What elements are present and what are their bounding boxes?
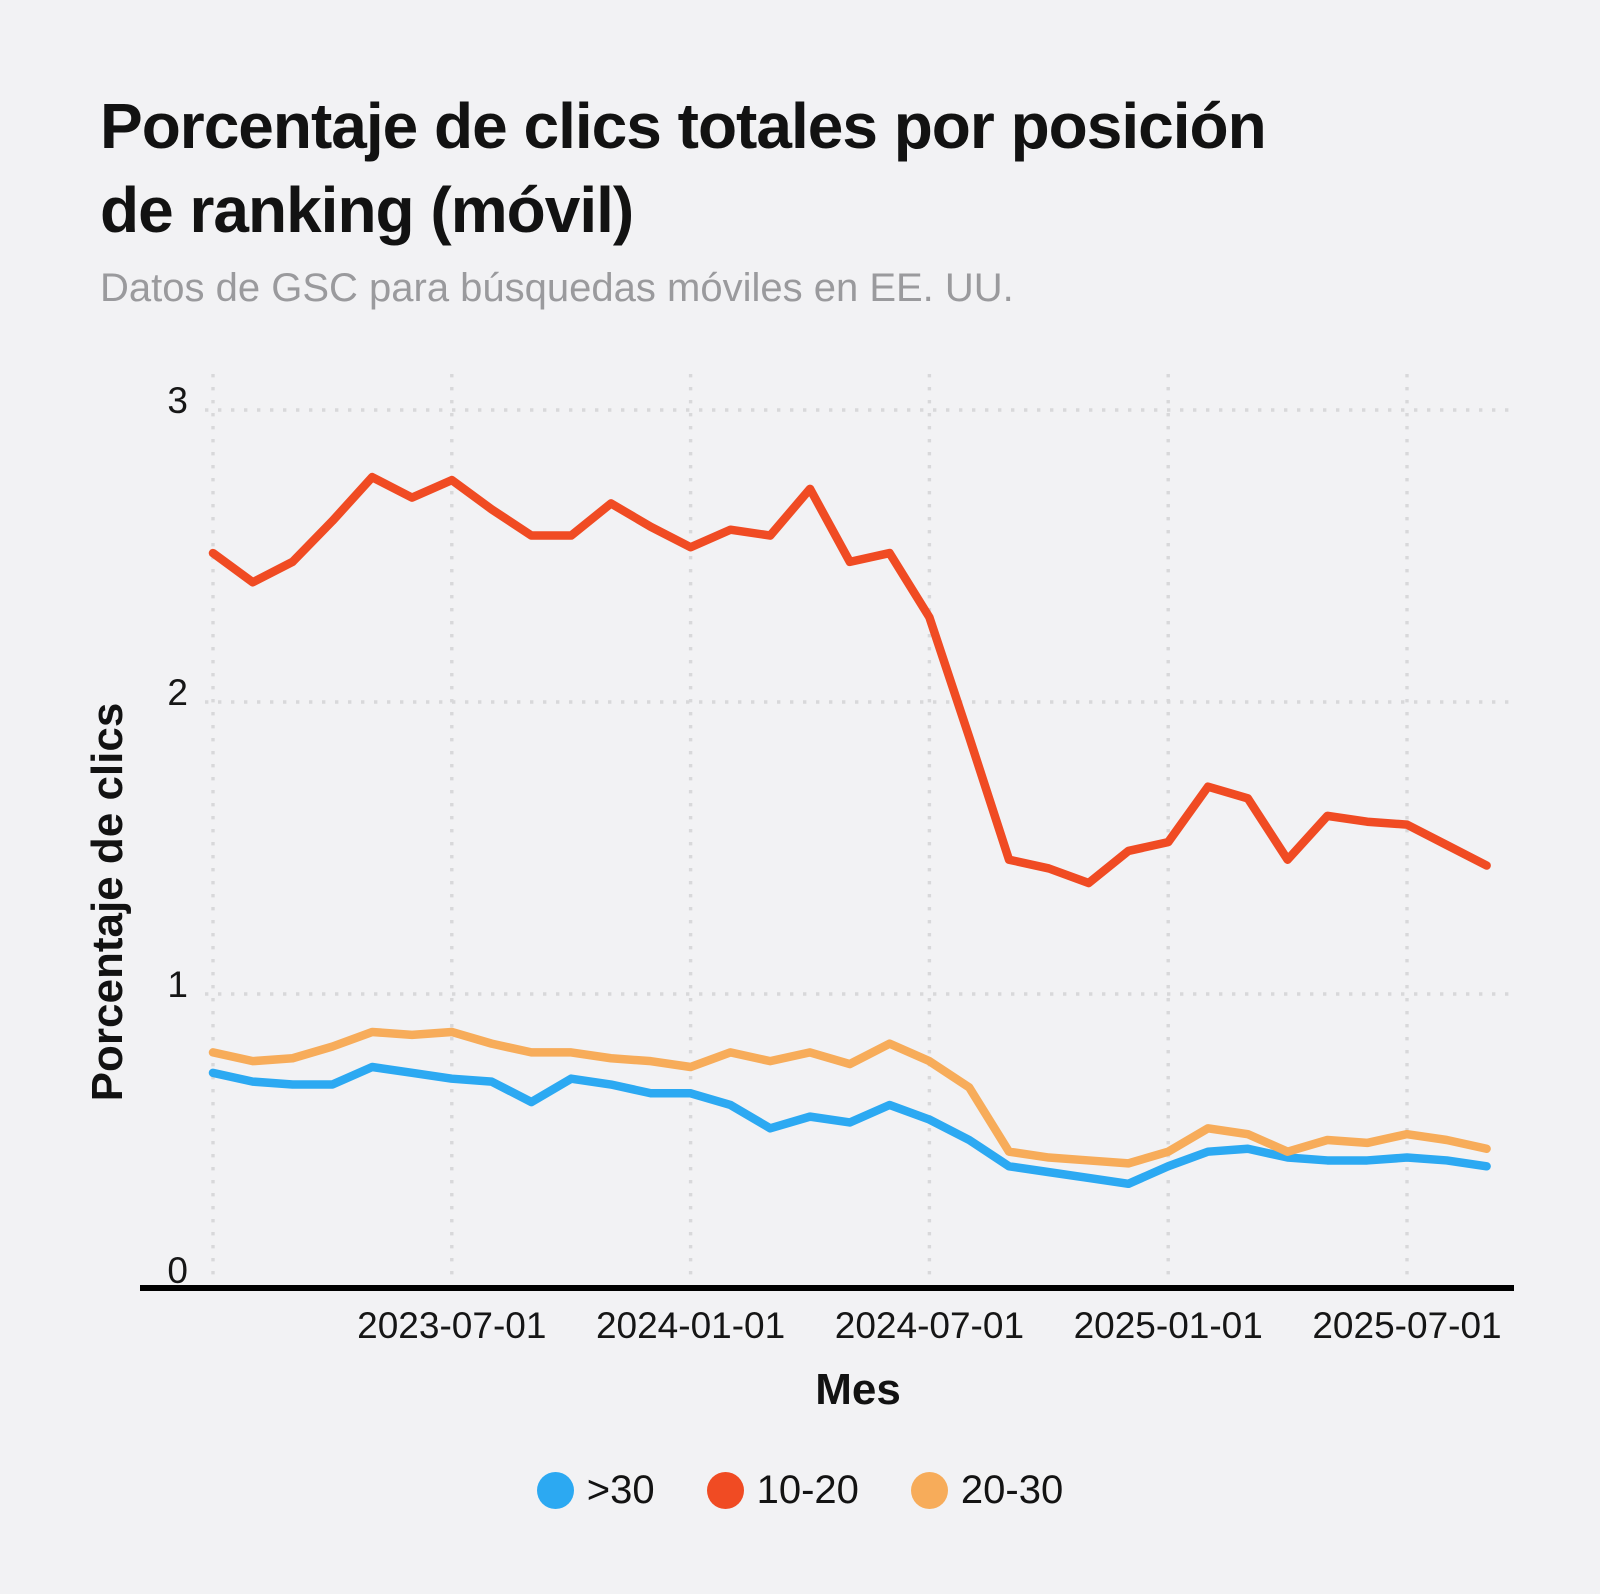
y-tick-label: 2 bbox=[167, 672, 188, 713]
y-axis-title: Porcentaje de clics bbox=[83, 703, 132, 1102]
series-line-2030 bbox=[208, 1027, 1491, 1168]
legend-label: >30 bbox=[586, 1468, 655, 1512]
chart-legend: >30 10-20 20-30 bbox=[0, 1468, 1600, 1513]
chart-title: Porcentaje de clics totales por posición… bbox=[100, 84, 1267, 252]
x-tick-label: 2024-01-01 bbox=[596, 1305, 785, 1346]
legend-dot bbox=[706, 1472, 744, 1509]
x-tick-label: 2025-01-01 bbox=[1074, 1305, 1263, 1346]
y-tick-label: 1 bbox=[167, 964, 188, 1005]
legend-item-gt30: >30 bbox=[536, 1468, 655, 1513]
x-tick-label: 2023-07-01 bbox=[357, 1305, 546, 1346]
x-axis-title: Mes bbox=[815, 1365, 901, 1414]
x-tick-label: 2024-07-01 bbox=[835, 1305, 1024, 1346]
legend-label: 20-30 bbox=[960, 1468, 1064, 1512]
chart-title-line1: Porcentaje de clics totales por posición bbox=[100, 90, 1267, 162]
y-tick-label: 3 bbox=[167, 380, 188, 421]
y-tick-label: 0 bbox=[167, 1250, 188, 1291]
legend-dot bbox=[536, 1472, 574, 1509]
legend-item-10-20: 10-20 bbox=[706, 1468, 859, 1513]
series-line-1020 bbox=[208, 472, 1491, 888]
legend-item-20-30: 20-30 bbox=[910, 1468, 1064, 1513]
chart-subtitle: Datos de GSC para búsquedas móviles en E… bbox=[100, 266, 1014, 310]
chart-title-line2: de ranking (móvil) bbox=[100, 174, 634, 246]
x-tick-label: 2025-07-01 bbox=[1312, 1305, 1501, 1346]
series-line-30 bbox=[208, 1062, 1491, 1189]
legend-dot bbox=[910, 1472, 948, 1509]
legend-label: 10-20 bbox=[756, 1468, 859, 1512]
